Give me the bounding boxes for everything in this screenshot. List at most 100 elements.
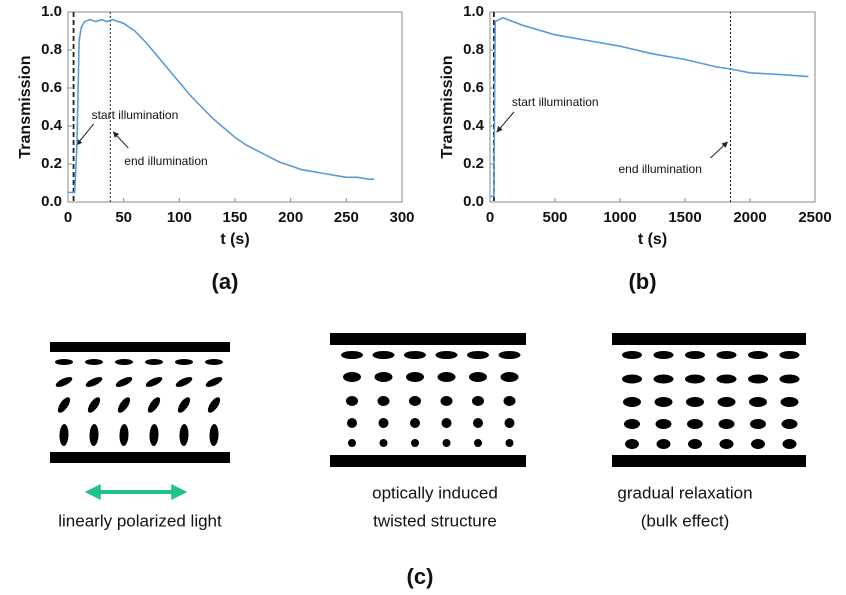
data-line xyxy=(490,16,809,198)
lc-molecule xyxy=(781,419,798,429)
annotation: end illumination xyxy=(619,162,702,176)
lc-molecule xyxy=(209,424,219,446)
lc-molecule xyxy=(751,439,765,449)
lc-molecule xyxy=(473,418,483,428)
lc-molecule xyxy=(348,439,356,447)
lc-molecule xyxy=(779,374,800,384)
x-tick-label: 100 xyxy=(167,209,192,226)
annotation-arrow xyxy=(710,141,728,159)
lc-molecule xyxy=(410,418,420,428)
y-tick-label: 1.0 xyxy=(41,3,62,20)
lc-molecule xyxy=(718,419,735,429)
lc-molecule xyxy=(378,418,389,428)
lc-molecule xyxy=(474,439,482,447)
annotation-arrow xyxy=(112,131,129,149)
lc-molecule xyxy=(653,351,674,359)
lc-molecule xyxy=(655,419,672,429)
substrate-plate xyxy=(612,333,806,345)
lc-molecule xyxy=(145,377,163,387)
lc-molecule xyxy=(719,439,734,449)
lc-molecule xyxy=(89,424,99,446)
lc-molecule xyxy=(716,374,737,384)
lc-molecule xyxy=(441,418,452,428)
x-tick-label: 2000 xyxy=(733,209,766,226)
lc-molecule xyxy=(59,424,69,446)
lc-molecule xyxy=(145,359,163,365)
lc-molecule xyxy=(85,377,103,387)
substrate-plate xyxy=(330,333,526,345)
y-tick-label: 1.0 xyxy=(463,3,484,20)
x-tick-label: 0 xyxy=(64,209,72,226)
y-tick-label: 0.0 xyxy=(463,193,484,210)
lc-molecule xyxy=(442,439,451,447)
y-tick-label: 0.6 xyxy=(41,79,62,96)
substrate-plate xyxy=(612,455,806,467)
lc-molecule xyxy=(147,397,161,413)
lc-molecule xyxy=(469,372,487,382)
x-axis-title: t (s) xyxy=(220,231,249,248)
lc-molecule xyxy=(119,424,129,446)
x-tick-label: 1000 xyxy=(603,209,636,226)
lc-molecule xyxy=(504,418,515,428)
lc-molecule xyxy=(435,351,458,359)
lc-molecule xyxy=(437,372,456,382)
lc-molecule xyxy=(685,351,705,359)
panel-label: (b) xyxy=(628,269,656,294)
substrate-plate xyxy=(50,342,230,352)
caption: (bulk effect) xyxy=(641,511,730,530)
x-tick-label: 50 xyxy=(115,209,132,226)
lc-molecule xyxy=(87,397,101,413)
lc-molecule xyxy=(175,359,193,365)
x-tick-label: 1500 xyxy=(668,209,701,226)
caption: gradual relaxation xyxy=(617,483,752,502)
panel-label: (a) xyxy=(212,269,239,294)
y-tick-label: 0.0 xyxy=(41,193,62,210)
lc-molecule xyxy=(115,359,133,365)
substrate-plate xyxy=(50,452,230,463)
y-tick-label: 0.8 xyxy=(463,41,484,58)
lc-molecule xyxy=(346,396,358,406)
y-tick-label: 0.4 xyxy=(41,117,63,134)
annotation: start illumination xyxy=(92,108,179,122)
lc-molecule xyxy=(782,439,797,449)
y-tick-label: 0.2 xyxy=(463,155,484,172)
panel-label: (c) xyxy=(407,564,434,589)
lc-molecule xyxy=(175,377,193,387)
lc-molecule xyxy=(685,374,705,384)
annotation-arrow xyxy=(496,111,515,133)
lc-molecule xyxy=(717,397,736,407)
lc-molecule xyxy=(117,397,131,413)
x-axis-title: t (s) xyxy=(638,231,667,248)
lc-molecule xyxy=(341,351,363,359)
lc-molecule xyxy=(379,439,388,447)
lc-molecule xyxy=(686,397,704,407)
x-tick-label: 500 xyxy=(542,209,567,226)
lc-molecule xyxy=(374,372,393,382)
lc-molecule xyxy=(347,418,357,428)
lc-molecule xyxy=(406,372,424,382)
lc-molecule xyxy=(177,397,191,413)
lc-molecule xyxy=(85,359,103,365)
lc-molecule xyxy=(377,396,390,406)
lc-molecule xyxy=(411,439,419,447)
plot-frame xyxy=(67,11,403,203)
lc-molecule xyxy=(748,351,768,359)
lc-molecule xyxy=(625,439,639,449)
x-tick-label: 200 xyxy=(278,209,303,226)
plot-frame xyxy=(489,11,816,203)
lc-molecule xyxy=(654,397,673,407)
lc-molecule xyxy=(779,351,800,359)
substrate-plate xyxy=(330,455,526,467)
lc-molecule xyxy=(205,359,223,365)
data-line xyxy=(68,18,375,194)
lc-molecule xyxy=(55,377,73,387)
annotation: start illumination xyxy=(512,95,599,109)
lc-molecule xyxy=(716,351,737,359)
y-tick-label: 0.4 xyxy=(463,117,485,134)
lc-molecule xyxy=(624,419,640,429)
lc-molecule xyxy=(149,424,159,446)
y-axis-title: Transmission xyxy=(17,55,34,158)
lc-molecule xyxy=(503,396,516,406)
annotation: end illumination xyxy=(124,154,207,168)
